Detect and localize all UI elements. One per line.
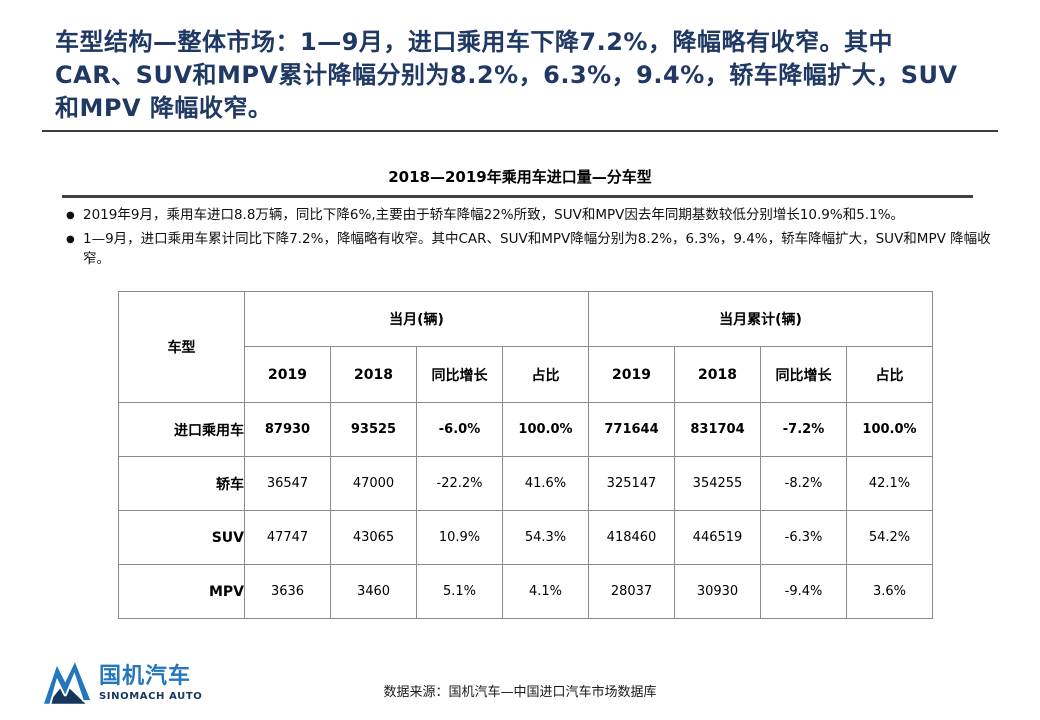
table-cell: -7.2%	[760, 402, 847, 457]
table-cell: 93525	[330, 402, 417, 457]
table-cell: 325147	[588, 456, 675, 511]
column-header: 占比	[846, 346, 933, 403]
table-cell: -22.2%	[416, 456, 503, 511]
column-header: 2018	[330, 346, 417, 403]
row-label: 轿车	[118, 456, 245, 511]
table-row-suv: SUV 47747 43065 10.9% 54.3% 418460 44651…	[118, 510, 933, 565]
sinomach-logo-icon	[44, 662, 92, 704]
table-cell: 54.3%	[502, 510, 589, 565]
table-cell: 418460	[588, 510, 675, 565]
column-header: 同比增长	[760, 346, 847, 403]
column-header-model: 车型	[118, 291, 245, 403]
table-cell: 3460	[330, 564, 417, 619]
column-header: 同比增长	[416, 346, 503, 403]
bullet-text: 1—9月，进口乘用车累计同比下降7.2%，降幅略有收窄。其中CAR、SUV和MP…	[83, 231, 991, 267]
table-cell: 4.1%	[502, 564, 589, 619]
row-label: SUV	[118, 510, 245, 565]
table-cell: 28037	[588, 564, 675, 619]
table-cell: 446519	[674, 510, 761, 565]
table-cell: -9.4%	[760, 564, 847, 619]
slide-title-line1: 车型结构—整体市场：1—9月，进口乘用车下降7.2%，降幅略有收窄。其中	[55, 28, 893, 56]
table-cell: 10.9%	[416, 510, 503, 565]
table-cell: -6.3%	[760, 510, 847, 565]
column-header: 2019	[588, 346, 675, 403]
data-source-note: 数据来源：国机汽车—中国进口汽车市场数据库	[383, 685, 657, 700]
bullet-text: 2019年9月，乘用车进口8.8万辆，同比下降6%,主要由于轿车降幅22%所致，…	[83, 207, 905, 223]
table-title: 2018—2019年乘用车进口量—分车型	[388, 168, 652, 186]
table-cell: 354255	[674, 456, 761, 511]
table-row-car: 轿车 36547 47000 -22.2% 41.6% 325147 35425…	[118, 456, 933, 511]
slide-title: 车型结构—整体市场：1—9月，进口乘用车下降7.2%，降幅略有收窄。其中 CAR…	[55, 26, 1005, 125]
table-cell: 43065	[330, 510, 417, 565]
bullet-item: ● 1—9月，进口乘用车累计同比下降7.2%，降幅略有收窄。其中CAR、SUV和…	[66, 229, 994, 269]
column-header: 2018	[674, 346, 761, 403]
table-cell: -6.0%	[416, 402, 503, 457]
table-cell: 42.1%	[846, 456, 933, 511]
table-cell: 831704	[674, 402, 761, 457]
row-label: MPV	[118, 564, 245, 619]
table-row-mpv: MPV 3636 3460 5.1% 4.1% 28037 30930 -9.4…	[118, 564, 933, 619]
table-cell: 771644	[588, 402, 675, 457]
column-group-cumulative: 当月累计(辆)	[588, 291, 933, 347]
column-header: 占比	[502, 346, 589, 403]
column-header: 2019	[244, 346, 331, 403]
table-cell: 3636	[244, 564, 331, 619]
table-cell: 47747	[244, 510, 331, 565]
table-cell: -8.2%	[760, 456, 847, 511]
bullet-item: ● 2019年9月，乘用车进口8.8万辆，同比下降6%,主要由于轿车降幅22%所…	[66, 205, 994, 226]
slide-title-line3: 和MPV 降幅收窄。	[55, 94, 273, 122]
table-cell: 100.0%	[846, 402, 933, 457]
table-cell: 47000	[330, 456, 417, 511]
column-group-current-month: 当月(辆)	[244, 291, 589, 347]
table-cell: 54.2%	[846, 510, 933, 565]
table-cell: 3.6%	[846, 564, 933, 619]
table-cell: 5.1%	[416, 564, 503, 619]
table-cell: 36547	[244, 456, 331, 511]
table-cell: 100.0%	[502, 402, 589, 457]
table-cell: 87930	[244, 402, 331, 457]
logo-text: 国机汽车 SINOMACH AUTO	[99, 664, 202, 702]
table-row-total: 进口乘用车 87930 93525 -6.0% 100.0% 771644 83…	[118, 402, 933, 457]
title-divider	[42, 130, 998, 132]
bullet-list: ● 2019年9月，乘用车进口8.8万辆，同比下降6%,主要由于轿车降幅22%所…	[66, 205, 994, 272]
row-label: 进口乘用车	[118, 402, 245, 457]
slide-title-line2: CAR、SUV和MPV累计降幅分别为8.2%，6.3%，9.4%，轿车降幅扩大，…	[55, 61, 958, 89]
bullet-icon: ●	[66, 210, 75, 221]
bullets-top-divider	[62, 195, 973, 198]
logo-name-cn: 国机汽车	[99, 664, 192, 689]
import-volume-table: 车型 当月(辆) 当月累计(辆) 2019 2018 同比增长 占比 2019 …	[118, 291, 933, 619]
company-logo: 国机汽车 SINOMACH AUTO	[44, 662, 202, 704]
table-cell: 30930	[674, 564, 761, 619]
table-cell: 41.6%	[502, 456, 589, 511]
bullet-icon: ●	[66, 234, 75, 245]
logo-name-en: SINOMACH AUTO	[99, 691, 203, 702]
